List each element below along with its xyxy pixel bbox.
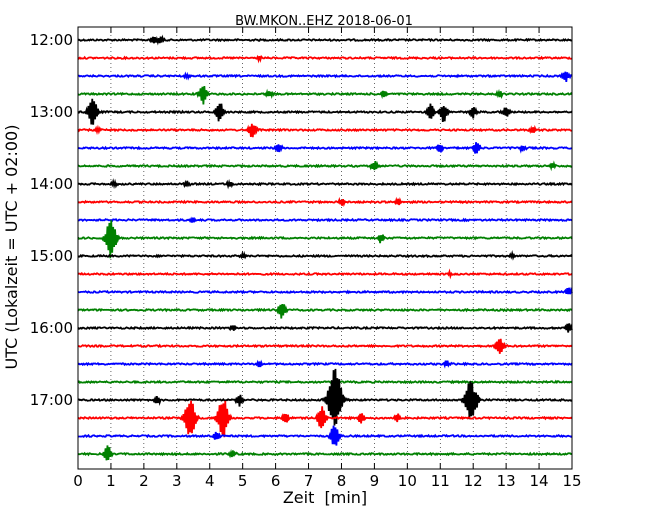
trace-line	[77, 216, 573, 224]
trace-line	[77, 196, 573, 208]
trace-line	[77, 445, 573, 461]
x-tick-label: 9	[370, 472, 380, 490]
y-tick-label: 15:00	[30, 247, 73, 265]
y-tick-label: 14:00	[30, 175, 73, 193]
trace-line	[77, 268, 573, 280]
x-tick-label: 7	[304, 472, 314, 490]
x-tick-label: 11	[431, 472, 450, 490]
y-tick-label: 12:00	[30, 31, 73, 49]
trace-line	[77, 98, 573, 125]
trace-line	[77, 85, 573, 105]
x-tick-label: 0	[73, 472, 83, 490]
x-tick-label: 8	[337, 472, 347, 490]
x-tick-label: 15	[562, 472, 581, 490]
trace-line	[77, 71, 573, 83]
y-axis-label: UTC (Lokalzeit = UTC + 02:00)	[2, 125, 21, 370]
x-tick-label: 3	[172, 472, 182, 490]
x-tick-label: 2	[139, 472, 149, 490]
x-tick-label: 14	[530, 472, 549, 490]
trace-line	[77, 123, 573, 138]
trace-line	[77, 220, 573, 259]
trace-line	[77, 54, 573, 64]
x-tick-label: 1	[106, 472, 116, 490]
x-tick-label: 4	[205, 472, 215, 490]
chart-title: BW.MKON..EHZ 2018-06-01	[235, 14, 413, 29]
y-tick-label: 13:00	[30, 103, 73, 121]
trace-line	[77, 338, 573, 354]
trace-line	[77, 379, 573, 385]
trace-line	[77, 286, 573, 295]
plot-frame	[77, 26, 573, 470]
y-axis-ticks: 12:00 13:00 14:00 15:00 16:00 17:00	[30, 31, 572, 409]
trace-lines	[77, 34, 573, 461]
trace-line	[77, 249, 573, 261]
trace-line	[77, 304, 573, 319]
gridlines	[110, 27, 540, 469]
trace-line	[77, 178, 573, 190]
x-tick-label: 13	[497, 472, 516, 490]
x-tick-label: 5	[238, 472, 248, 490]
trace-line	[77, 359, 573, 369]
trace-line	[77, 142, 573, 154]
trace-line	[77, 323, 573, 333]
trace-line	[77, 400, 573, 438]
y-tick-label: 16:00	[30, 319, 73, 337]
trace-line	[77, 160, 573, 172]
x-tick-label: 6	[271, 472, 281, 490]
x-axis-ticks: 0 1 2 3 4 5 6 7 8 9 10 11 12 13 14 15	[73, 27, 582, 490]
trace-line	[77, 34, 573, 46]
trace-line	[77, 368, 573, 426]
y-tick-label: 17:00	[30, 391, 73, 409]
x-tick-label: 10	[398, 472, 417, 490]
x-tick-label: 12	[464, 472, 483, 490]
x-axis-label: Zeit [min]	[283, 488, 367, 507]
trace-line	[77, 425, 573, 446]
